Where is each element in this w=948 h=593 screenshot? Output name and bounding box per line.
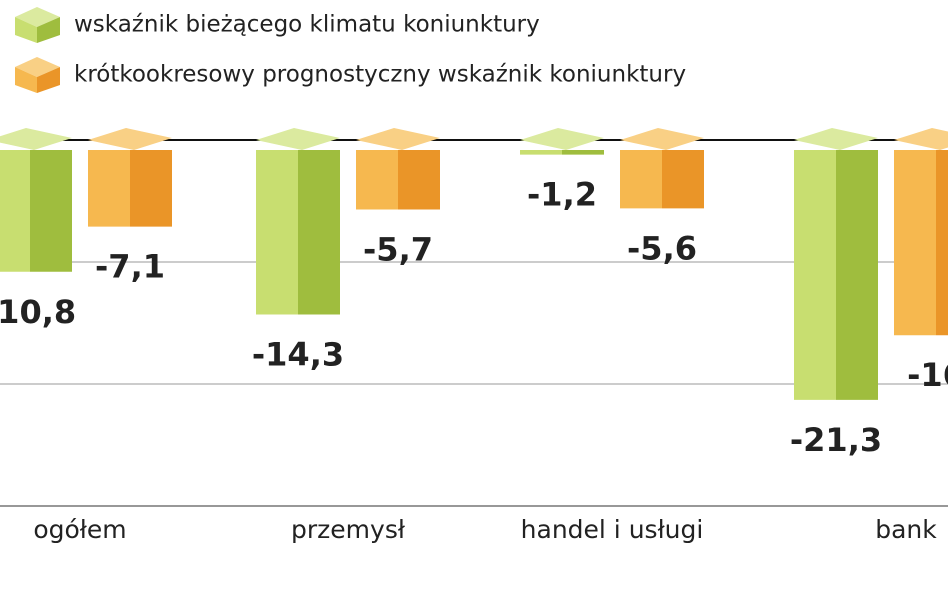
value-label: -5,6 xyxy=(627,229,697,267)
bar-face xyxy=(894,128,948,150)
legend-swatch xyxy=(15,17,37,43)
bar-face xyxy=(0,128,72,150)
bar-face xyxy=(894,150,936,336)
x-tick-label: przemysł xyxy=(291,515,406,544)
legend-swatch xyxy=(15,7,60,27)
value-label: -16 xyxy=(907,356,948,394)
legend-swatch xyxy=(15,57,60,77)
bar-face xyxy=(256,128,340,150)
bar xyxy=(88,128,172,227)
bar-face xyxy=(356,150,398,210)
bar-face xyxy=(794,150,836,400)
x-tick-label: ogółem xyxy=(33,515,126,544)
bar-face xyxy=(30,150,72,272)
bar-face xyxy=(298,150,340,315)
value-label: -5,7 xyxy=(363,231,433,269)
value-label: -1,2 xyxy=(527,176,597,214)
legend-label: krótkookresowy prognostyczny wskaźnik ko… xyxy=(74,62,686,88)
bar-face xyxy=(620,150,662,209)
value-label: -14,3 xyxy=(252,335,344,373)
bar-face xyxy=(356,128,440,150)
bar-face xyxy=(662,150,704,209)
bar-face xyxy=(836,150,878,400)
bar-face xyxy=(88,150,130,227)
bar xyxy=(520,128,604,155)
bar xyxy=(894,128,948,336)
bar-face xyxy=(562,150,604,155)
legend-label: wskaźnik bieżącego klimatu koniunktury xyxy=(74,12,540,38)
bar xyxy=(620,128,704,209)
x-tick-label: bank xyxy=(875,515,937,544)
bar xyxy=(0,128,72,272)
bar-face xyxy=(0,150,30,272)
bar-face xyxy=(398,150,440,210)
bar-face xyxy=(520,128,604,150)
value-label: -7,1 xyxy=(95,248,165,286)
legend-swatch xyxy=(15,67,37,93)
x-tick-label: handel i usługi xyxy=(521,515,704,544)
bar-face xyxy=(256,150,298,315)
value-label: -10,8 xyxy=(0,293,76,331)
bar-face xyxy=(520,150,562,155)
bar xyxy=(356,128,440,210)
value-label: -21,3 xyxy=(790,421,882,459)
bar xyxy=(256,128,340,315)
bar-face xyxy=(936,150,948,336)
bar-face xyxy=(794,128,878,150)
bar-face xyxy=(130,150,172,227)
legend-swatch xyxy=(37,17,60,43)
bar-face xyxy=(620,128,704,150)
bar-face xyxy=(88,128,172,150)
bar xyxy=(794,128,878,400)
legend-swatch xyxy=(37,67,60,93)
